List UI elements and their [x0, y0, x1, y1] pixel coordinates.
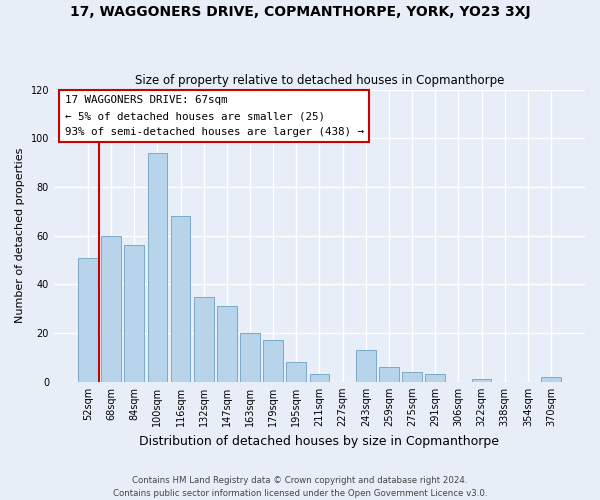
Bar [379, 367, 399, 382]
Bar [78, 258, 98, 382]
Bar [263, 340, 283, 382]
Y-axis label: Number of detached properties: Number of detached properties [15, 148, 25, 324]
Bar [425, 374, 445, 382]
Bar [148, 153, 167, 382]
Text: Contains HM Land Registry data © Crown copyright and database right 2024.
Contai: Contains HM Land Registry data © Crown c… [113, 476, 487, 498]
Bar [170, 216, 190, 382]
Bar [217, 306, 236, 382]
Bar [124, 246, 144, 382]
Bar [472, 380, 491, 382]
Text: 17, WAGGONERS DRIVE, COPMANTHORPE, YORK, YO23 3XJ: 17, WAGGONERS DRIVE, COPMANTHORPE, YORK,… [70, 5, 530, 19]
X-axis label: Distribution of detached houses by size in Copmanthorpe: Distribution of detached houses by size … [139, 434, 499, 448]
Bar [356, 350, 376, 382]
Bar [286, 362, 306, 382]
Bar [240, 333, 260, 382]
Title: Size of property relative to detached houses in Copmanthorpe: Size of property relative to detached ho… [135, 74, 504, 87]
Bar [402, 372, 422, 382]
Bar [101, 236, 121, 382]
Bar [541, 377, 561, 382]
Bar [194, 296, 214, 382]
Bar [310, 374, 329, 382]
Text: 17 WAGGONERS DRIVE: 67sqm
← 5% of detached houses are smaller (25)
93% of semi-d: 17 WAGGONERS DRIVE: 67sqm ← 5% of detach… [65, 96, 364, 136]
